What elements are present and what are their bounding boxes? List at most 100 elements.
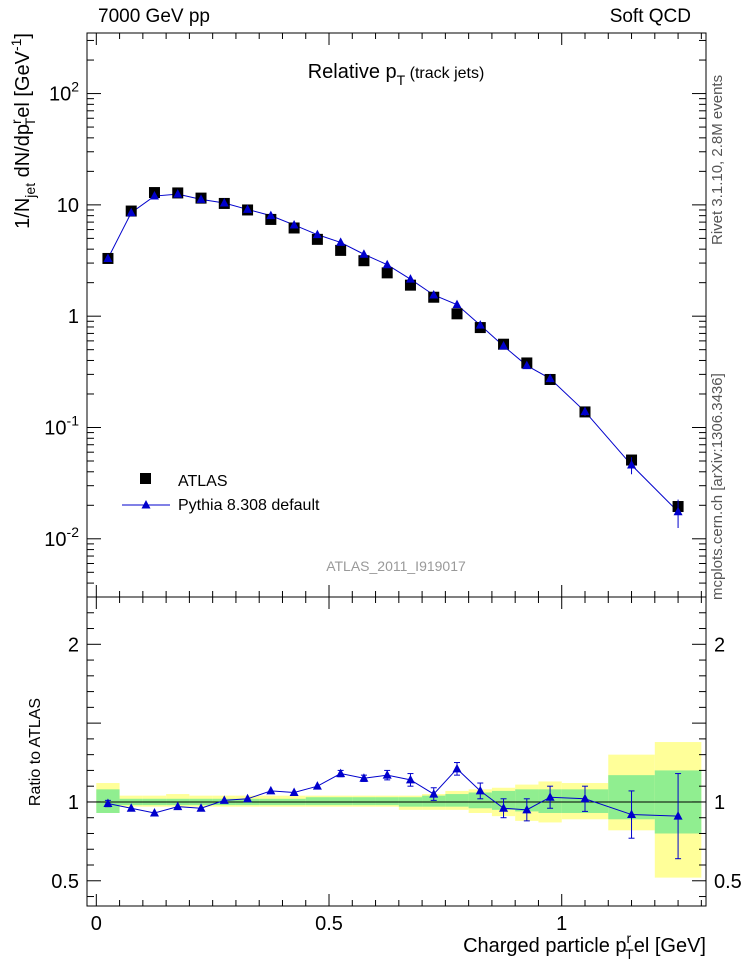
y-axis-label-part: T (22, 117, 38, 126)
y-axis-label-part: dN/dp (12, 124, 34, 183)
ratio-y-tick-label-right: 0.5 (714, 871, 742, 893)
chart-title-part: (track jets) (405, 65, 484, 82)
ratio-mc-point (359, 773, 369, 782)
ratio-mc-point (173, 801, 183, 811)
y-axis-label-part: r (8, 119, 24, 124)
x-tick-label: 1 (556, 913, 567, 935)
ratio-mc-point (266, 785, 276, 795)
mc-data-point (149, 191, 159, 200)
atlas-data-point (404, 279, 416, 291)
uncertainty-band-inner (375, 797, 399, 806)
mc-data-point (243, 204, 253, 213)
ratio-mc-point (382, 770, 392, 779)
ratio-mc-point (289, 787, 299, 796)
mc-data-point (173, 189, 183, 198)
mc-data-point (545, 373, 555, 383)
mc-data-point (103, 253, 113, 262)
x-axis-label-part: r (627, 930, 632, 946)
y-tick-label: 10 (57, 195, 79, 217)
x-axis-label-part: Charged particle p (463, 935, 626, 957)
atlas-data-point (451, 308, 463, 320)
uncertainty-band-inner (329, 797, 353, 806)
ratio-mc-point (243, 793, 253, 803)
mc-line (107, 193, 679, 513)
y-tick-label: 102 (49, 79, 79, 106)
y-axis-label-part: el [GeV (12, 50, 34, 117)
legend-mc-marker (141, 500, 151, 509)
chart-title-part: Relative p (308, 61, 397, 83)
uncertainty-band-inner (445, 794, 469, 807)
mc-data-point (452, 299, 462, 309)
x-axis-label-part: T (625, 946, 634, 962)
x-tick-label: 0 (91, 913, 102, 935)
chart-title-part: T (397, 72, 406, 88)
mc-data-point (126, 207, 136, 217)
ratio-mc-point (103, 798, 113, 808)
ratio-mc-point (196, 803, 206, 812)
y-tick-base: 10 (44, 529, 66, 551)
legend-atlas-marker (140, 473, 151, 484)
y-tick-label: 1 (68, 306, 79, 328)
atlas-data-point (381, 267, 393, 279)
y-axis-label-part: 1/N (12, 198, 34, 229)
uncertainty-band-inner (352, 797, 376, 806)
x-axis-label-part: el [GeV] (634, 935, 706, 957)
header-collision-energy: 7000 GeV pp (98, 6, 210, 27)
ratio-mc-point (580, 793, 590, 803)
mc-data-point (522, 360, 532, 370)
legend-atlas-label: ATLAS (178, 473, 228, 490)
chart-title: Relative pT (track jets) (308, 61, 485, 88)
uncertainty-band-inner (468, 792, 492, 809)
mc-data-point (382, 259, 392, 269)
header-process: Soft QCD (609, 6, 691, 27)
y-tick-base: 10 (44, 417, 66, 439)
y-axis-label-part: -1 (8, 38, 24, 51)
ratio-y-tick-label-right: 2 (714, 634, 725, 656)
mc-data-point (266, 210, 276, 220)
ratio-y-tick-label-right: 1 (714, 792, 725, 814)
mc-data-point (405, 274, 415, 283)
y-tick-label: 10-2 (44, 524, 79, 551)
mc-data-point (289, 219, 299, 229)
ratio-y-axis-label: Ratio to ATLAS (27, 698, 44, 806)
ratio-mc-point (405, 774, 415, 784)
mc-data-point (336, 237, 346, 246)
y-tick-exponent: 2 (71, 79, 79, 95)
atlas-data-point (358, 255, 370, 267)
y-tick-base: 10 (57, 195, 79, 217)
ratio-mc-point (627, 809, 637, 819)
mc-data-point (196, 194, 206, 203)
ratio-mc-point (149, 807, 159, 817)
mc-data-point (219, 197, 229, 207)
y-axis-label: 1/Njet dN/dprTel [GeV-1] (8, 33, 38, 229)
ratio-y-tick-label: 2 (68, 634, 79, 656)
analysis-watermark: ATLAS_2011_I919017 (326, 558, 466, 574)
ratio-mc-point (126, 803, 136, 812)
y-tick-base: 10 (49, 84, 71, 106)
mc-data-point (627, 460, 637, 469)
mc-data-point (673, 506, 683, 516)
mc-data-point (499, 340, 509, 350)
x-axis-label: Charged particle pr Tel [GeV] (463, 930, 706, 962)
ratio-mc-point (429, 789, 439, 798)
mc-data-point (429, 289, 439, 299)
y-tick-label: 10-1 (44, 412, 79, 439)
x-tick-label: 0.5 (315, 913, 343, 935)
ratio-mc-point (219, 795, 229, 804)
legend-mc-label: Pythia 8.308 default (178, 497, 320, 514)
ratio-mc-point (336, 768, 346, 778)
y-tick-base: 1 (68, 306, 79, 328)
ratio-mc-point (522, 804, 532, 814)
uncertainty-band-inner (305, 797, 330, 806)
ratio-mc-point (475, 785, 485, 795)
ratio-mc-point (452, 763, 462, 773)
mc-data-point (580, 406, 590, 416)
ratio-mc-point (499, 803, 509, 812)
atlas-data-point (311, 233, 323, 245)
atlas-data-point (265, 213, 277, 225)
atlas-data-point (335, 244, 347, 256)
uncertainty-band-inner (422, 795, 446, 807)
y-axis-label-part: jet (22, 183, 38, 199)
mc-data-point (312, 229, 322, 239)
